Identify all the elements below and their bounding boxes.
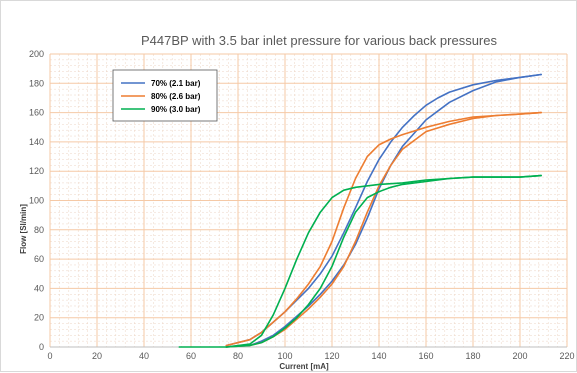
y-tick-label: 200 — [29, 49, 44, 59]
y-tick-label: 20 — [34, 313, 44, 323]
x-tick-label: 180 — [465, 351, 480, 361]
x-axis-label: Current [mA] — [279, 362, 329, 371]
y-tick-label: 160 — [29, 108, 44, 118]
series-3-line-up — [178, 174, 542, 348]
x-tick-label: 140 — [371, 351, 386, 361]
y-axis-label: Flow [Sl/min] — [19, 204, 28, 254]
legend-label-2: 80% (2.6 bar) — [151, 92, 201, 101]
y-tick-label: 100 — [29, 196, 44, 206]
series-1-line-down — [225, 73, 542, 348]
x-tick-label: 60 — [186, 351, 196, 361]
y-tick-label: 40 — [34, 283, 44, 293]
x-tick-label: 160 — [418, 351, 433, 361]
x-tick-label: 80 — [233, 351, 243, 361]
legend-label-3: 90% (3.0 bar) — [151, 105, 201, 114]
y-tick-label: 120 — [29, 166, 44, 176]
series-2-line-up — [225, 111, 542, 347]
y-tick-label: 80 — [34, 225, 44, 235]
y-tick-label: 140 — [29, 137, 44, 147]
legend-label-1: 70% (2.1 bar) — [151, 79, 201, 88]
y-tick-label: 180 — [29, 78, 44, 88]
legend: 70% (2.1 bar) 80% (2.6 bar) 90% (3.0 bar) — [112, 69, 218, 122]
chart-title: P447BP with 3.5 bar inlet pressure for v… — [141, 33, 497, 48]
x-tick-label: 120 — [324, 351, 339, 361]
y-tick-label: 0 — [39, 342, 44, 352]
series-lines — [178, 73, 542, 348]
x-tick-label: 220 — [559, 351, 574, 361]
x-tick-label: 0 — [47, 351, 52, 361]
x-tick-label: 40 — [139, 351, 149, 361]
axes: 0 20 40 60 80 100 120 140 160 180 200 220 0 20 40 60 80 1… — [29, 49, 575, 361]
x-tick-label: 100 — [277, 351, 292, 361]
series-3-line-down — [225, 174, 542, 348]
x-tick-label: 20 — [92, 351, 102, 361]
legend-box — [112, 69, 218, 122]
y-tick-label: 60 — [34, 254, 44, 264]
series-3 — [178, 174, 542, 348]
x-tick-label: 200 — [512, 351, 527, 361]
